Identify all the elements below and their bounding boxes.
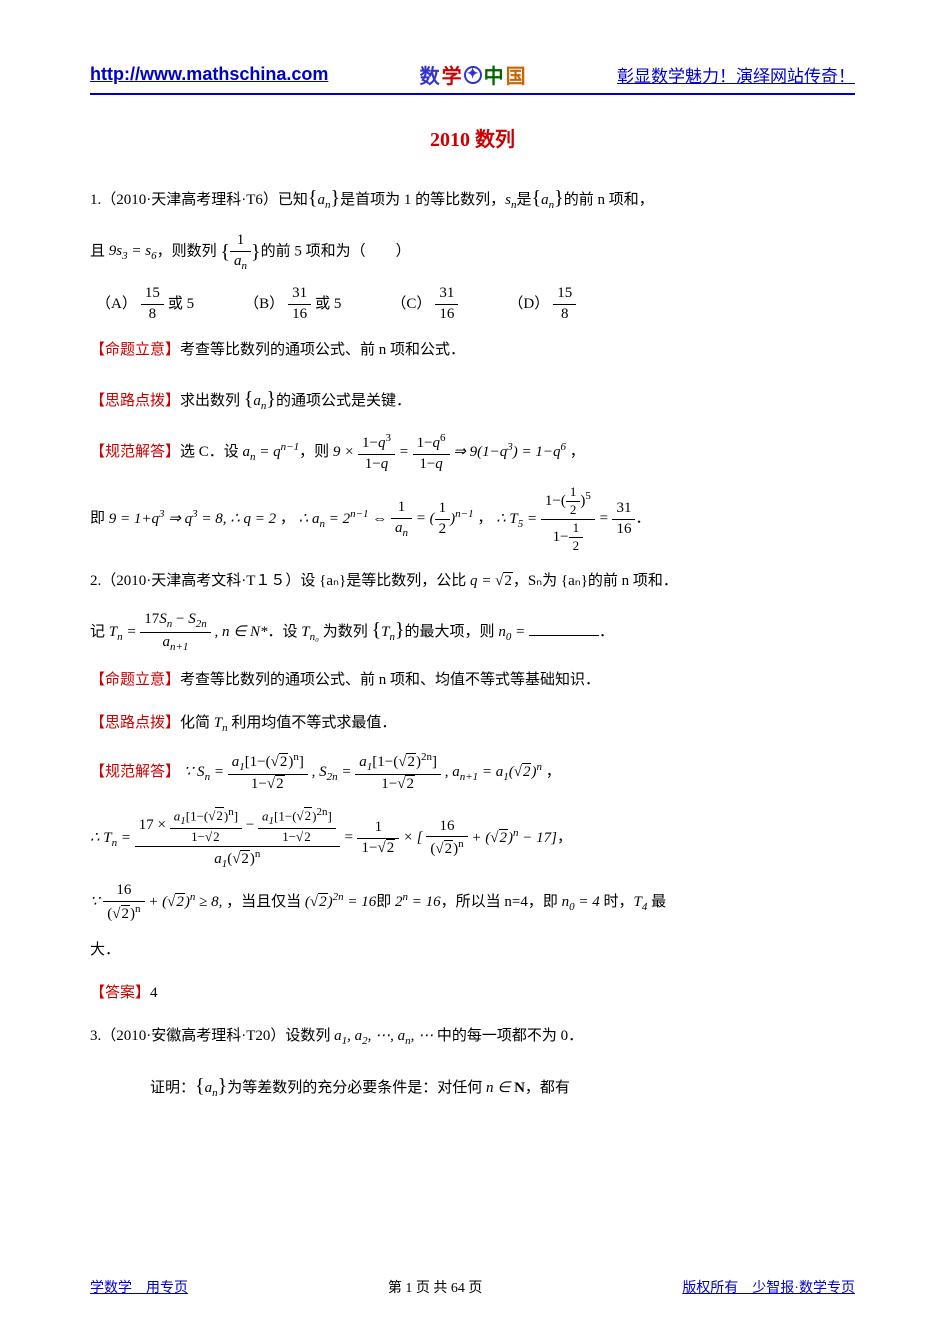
site-url-link[interactable]: http://www.mathschina.com	[90, 64, 328, 84]
page-footer: 学数学 用专页 第 1 页 共 64 页 版权所有 少智报·数学专页	[90, 1277, 855, 1297]
q1-line1: 1.（2010·天津高考理科·T6）已知{an}是首项为 1 的等比数列，sn是…	[90, 176, 855, 220]
q2-answer: 【答案】4	[90, 977, 855, 1010]
q1-hint: 【思路点拨】求出数列 {an}的通项公式是关键．	[90, 377, 855, 421]
logo-char-1: 数	[420, 60, 440, 89]
q1-intent: 【命题立意】考查等比数列的通项公式、前 n 项和公式．	[90, 334, 855, 367]
q2-line1: 2.（2010·天津高考文科·T１５）设 {aₙ}是等比数列，公比 q = 2，…	[90, 565, 855, 598]
logo-char-3: 中	[484, 60, 504, 89]
page-header: http://www.mathschina.com 数 学 ✦ 中 国 彰显数学…	[90, 60, 855, 95]
document-body: 1.（2010·天津高考理科·T6）已知{an}是首项为 1 的等比数列，sn是…	[90, 176, 855, 1108]
q2-solution-3: ∵ 16(2)n + (2)n ≥ 8, ，当且仅当 (2)2n = 16即 2…	[90, 881, 855, 924]
page-title: 2010 数列	[90, 123, 855, 152]
footer-right-link[interactable]: 版权所有 少智报·数学专页	[682, 1277, 855, 1297]
logo-char-2: 学	[442, 60, 462, 89]
q2-solution-4: 大．	[90, 934, 855, 967]
footer-left-link[interactable]: 学数学 用专页	[90, 1277, 188, 1297]
q1-option-d: （D）158	[508, 284, 576, 324]
q2-hint: 【思路点拨】化简 Tn 利用均值不等式求最值．	[90, 707, 855, 740]
q2-line2: 记 Tn = 17Sn − S2nan+1 , n ∈ N*．设 Tn₀ 为数列…	[90, 608, 855, 654]
q1-option-b: （B）3116或 5	[244, 284, 341, 324]
q2-solution-1: 【规范解答】 ∵ Sn = a1[1−(2)n]1−2 , S2n = a1[1…	[90, 750, 855, 795]
q1-solution-2: 即 9 = 1+q3 ⇒ q3 = 8, ∴ q = 2 ， ∴ an = 2n…	[90, 484, 855, 555]
logo-globe-icon: ✦	[464, 66, 482, 84]
q2-answer-blank	[529, 622, 599, 636]
q2-intent: 【命题立意】考查等比数列的通项公式、前 n 项和、均值不等式等基础知识．	[90, 664, 855, 697]
header-slogan-wrap: 彰显数学魅力！演绎网站传奇！	[617, 62, 855, 87]
q1-option-c: （C）3116	[391, 284, 458, 324]
header-url-wrap: http://www.mathschina.com	[90, 64, 328, 85]
q1-options: （A）158或 5 （B）3116或 5 （C）3116 （D）158	[96, 284, 855, 324]
slogan-link[interactable]: 彰显数学魅力！演绎网站传奇！	[617, 67, 855, 86]
q2-solution-2: ∴ Tn = 17 × a1[1−(2)n]1−2 − a1[1−(2)2n]1…	[90, 805, 855, 871]
q3-line1: 3.（2010·安徽高考理科·T20）设数列 a1, a2, ⋯, an, ⋯ …	[90, 1020, 855, 1053]
site-logo: 数 学 ✦ 中 国	[420, 60, 526, 89]
q1-option-a: （A）158或 5	[96, 284, 194, 324]
q3-line2: 证明：{an}为等差数列的充分必要条件是：对任何 n ∈ N，都有	[90, 1064, 855, 1108]
logo-char-4: 国	[506, 60, 526, 89]
q1-line2: 且 9s3 = s6，则数列 {1an}的前 5 项和为（ ）	[90, 230, 855, 274]
page-number: 第 1 页 共 64 页	[388, 1277, 483, 1297]
q1-solution-1: 【规范解答】选 C．设 an = qn−1，则 9 × 1−q31−q = 1−…	[90, 431, 855, 474]
